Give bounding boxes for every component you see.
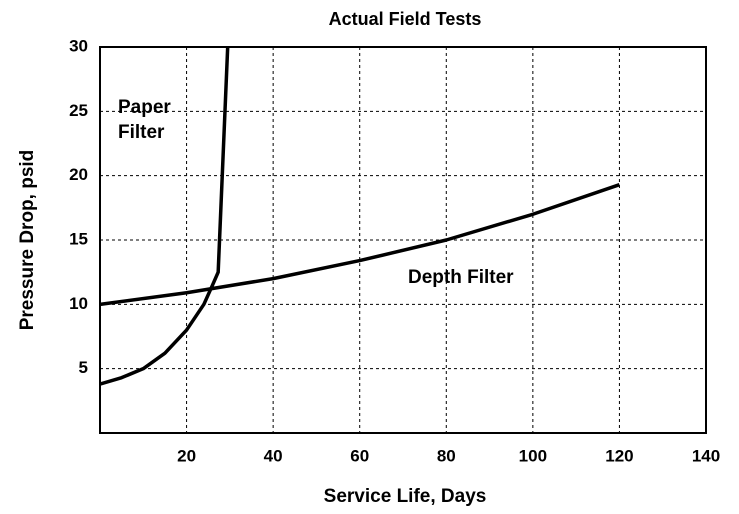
x-tick-label: 120 [605,446,633,465]
x-tick-label: 140 [692,446,720,465]
plot-frame [99,46,707,434]
series-label: Paper Filter [118,97,171,143]
x-tick-label: 60 [350,446,369,465]
y-tick-label: 30 [69,36,88,55]
chart-title: Actual Field Tests [329,9,482,29]
series-line [99,183,620,307]
series-label: Depth Filter [408,267,514,288]
y-axis-label: Pressure Drop, psid [17,150,38,331]
y-tick-label: 25 [69,101,88,120]
x-tick-label: 40 [264,446,283,465]
y-tick-label: 20 [69,165,88,184]
x-tick-label: 20 [177,446,196,465]
y-tick-label: 5 [79,358,88,377]
y-tick-label: 15 [69,229,88,248]
series-line [99,46,230,386]
x-axis-label: Service Life, Days [324,486,487,507]
y-tick-label: 10 [69,294,88,313]
x-tick-label: 80 [437,446,456,465]
x-tick-label: 100 [519,446,547,465]
